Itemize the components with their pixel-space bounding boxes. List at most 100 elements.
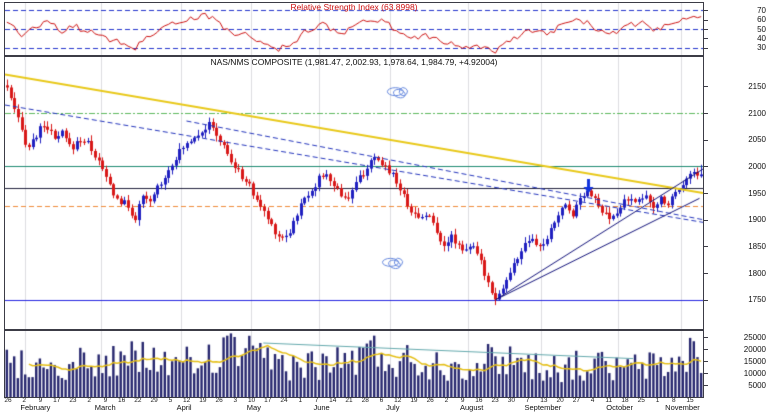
day-tick-label: 5 [168,397,173,404]
axis-tick-mark [704,220,708,221]
day-tick-label: 2 [444,397,449,404]
axis-tick-mark [704,349,708,350]
month-label: September [524,403,562,412]
day-tick-label: 19 [410,397,418,404]
day-tick-label: 19 [199,397,207,404]
price-axis-label: 1800 [748,268,766,278]
day-tick-label: 7 [314,397,319,404]
axis-tick-mark [704,166,708,167]
price-panel [4,56,704,330]
axis-tick-mark [704,113,708,114]
day-tick-label: 12 [182,397,191,404]
day-tick-label: 15 [686,397,694,404]
x-axis-day-labels: 26 2 9 17 23 2 9 16 22 29 5 12 19 26 3 10 17 24 1 7 14 21 28 6 1… [0,397,770,404]
day-tick-label: 9 [103,397,108,404]
rsi-axis-label: 40 [757,33,766,43]
day-tick-label: 2 [22,397,27,404]
month-label: June [313,403,330,412]
month-label: July [386,403,400,412]
day-tick-label: 26 [215,397,223,404]
x-axis-month-labels: February March April May June July August Septe… [0,404,770,412]
day-tick-label: 26 [426,397,434,404]
day-tick-label: 3 [233,397,238,404]
volume-axis-label: 25000 [743,332,766,342]
day-tick-label: 29 [150,397,158,404]
day-tick-label: 9 [460,397,465,404]
rsi-axis-label: 50 [757,24,766,34]
month-label: February [20,403,51,412]
price-axis-label: 2000 [748,161,766,171]
axis-tick-mark [704,86,708,87]
day-tick-label: 13 [540,397,548,404]
rsi-axis-label: 30 [757,43,766,53]
day-tick-label: 26 [4,397,12,404]
month-label: April [176,403,192,412]
axis-tick-mark [704,193,708,194]
day-tick-label: 17 [53,397,61,404]
rsi-panel [4,2,704,56]
day-tick-label: 1 [298,397,303,404]
month-label: March [94,403,116,412]
day-tick-label: 25 [637,397,645,404]
price-axis-label: 2100 [748,108,766,118]
day-tick-label: 16 [118,397,126,404]
axis-tick-mark [704,373,708,374]
rsi-axis-label: 70 [757,5,766,15]
day-tick-label: 8 [671,397,676,404]
day-tick-label: 1 [655,397,660,404]
volume-axis-label: 15000 [743,356,766,366]
day-tick-label: 16 [475,397,483,404]
axis-tick-mark [704,29,708,30]
day-tick-label: 14 [329,397,337,404]
day-tick-label: 23 [69,397,77,404]
day-tick-label: 7 [525,397,530,404]
rsi-axis-label: 60 [757,15,766,25]
axis-tick-mark [704,361,708,362]
month-label: May [246,403,261,412]
volume-axis-label: 10000 [743,368,766,378]
day-tick-label: 18 [621,397,629,404]
axis-tick-mark [704,10,708,11]
axis-tick-mark [704,300,708,301]
axis-tick-mark [704,246,708,247]
price-axis-label: 1750 [748,295,766,305]
price-axis-label: 2150 [748,81,766,91]
axis-tick-mark [704,20,708,21]
axis-tick-mark [704,38,708,39]
day-tick-label: 20 [556,397,564,404]
day-tick-label: 2 [87,397,91,404]
axis-tick-mark [704,337,708,338]
day-tick-label: 10 [247,397,256,404]
axis-tick-mark [704,140,708,141]
day-tick-label: 24 [280,397,288,404]
day-tick-label: 12 [394,397,402,404]
axis-tick-mark [704,385,708,386]
axis-tick-mark [704,273,708,274]
day-tick-label: 4 [590,397,595,404]
volume-axis-label: 5000 [748,380,766,390]
rsi-chart-canvas [5,3,703,55]
volume-panel [4,330,704,398]
day-tick-label: 9 [38,397,43,404]
day-tick-label: 6 [379,397,384,404]
day-tick-label: 23 [491,397,499,404]
day-tick-label: 17 [264,397,272,404]
day-tick-label: 28 [361,397,369,404]
day-tick-label: 27 [572,397,580,404]
right-axis: 70 60 50 40 30 2150 2100 2050 2000 1950 1900 1850 18… [704,0,770,412]
price-chart-canvas [5,57,703,329]
month-label: October [606,403,633,412]
month-label: August [459,403,484,412]
volume-chart-canvas [5,331,703,397]
price-axis-label: 1850 [748,241,766,251]
price-axis-label: 1900 [748,215,766,225]
price-axis-label: 2050 [748,135,766,145]
month-label: November [665,403,700,412]
day-tick-label: 11 [605,397,613,404]
day-tick-label: 21 [345,397,353,404]
day-tick-label: 30 [507,397,515,404]
day-tick-label: 22 [134,397,142,404]
price-axis-label: 1950 [748,188,766,198]
volume-axis-label: 20000 [743,344,766,354]
